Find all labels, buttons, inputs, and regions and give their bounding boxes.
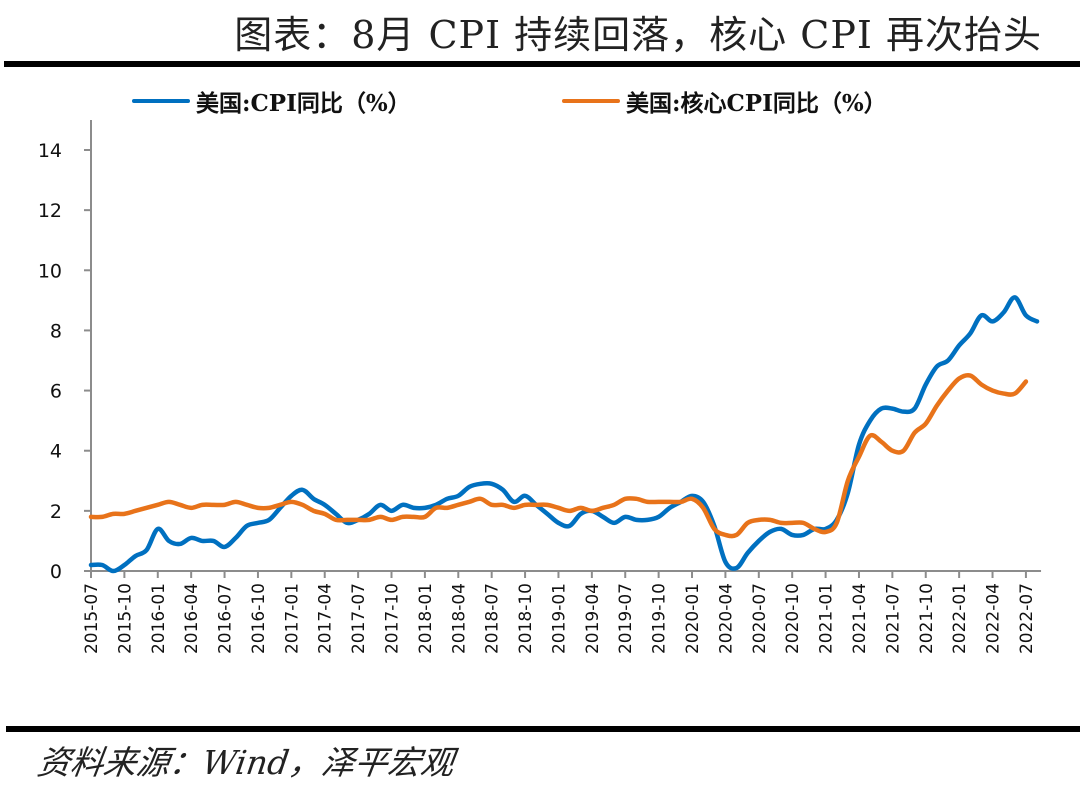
x-tick-label: 2018-10 xyxy=(516,583,536,654)
x-tick-label: 2017-07 xyxy=(349,583,369,654)
x-tick-label: 2020-04 xyxy=(716,583,736,654)
x-tick-label: 2015-07 xyxy=(82,583,102,654)
x-tick-label: 2019-01 xyxy=(549,583,569,654)
y-tick-label: 2 xyxy=(50,501,62,523)
x-tick-label: 2019-04 xyxy=(583,583,603,654)
chart-legend: 美国:CPI同比（%） 美国:核心CPI同比（%） xyxy=(0,84,1080,120)
legend-item-core-cpi: 美国:核心CPI同比（%） xyxy=(562,84,887,118)
x-tick-label: 2021-10 xyxy=(917,583,937,654)
top-divider xyxy=(4,61,1080,67)
x-tick-label: 2016-04 xyxy=(182,583,202,654)
x-axis-ticks: 2015-07 2015-10 2016-01 2016-04 2016-07 2016-… xyxy=(82,571,1037,654)
x-tick-label: 2016-07 xyxy=(216,583,236,654)
x-tick-label: 2018-01 xyxy=(416,583,436,654)
chart-series xyxy=(88,295,1040,574)
x-tick-label: 2021-07 xyxy=(883,583,903,654)
cpi-yoy-line xyxy=(88,295,1040,574)
x-tick-label: 2020-07 xyxy=(750,583,770,654)
x-tick-label: 2021-01 xyxy=(817,583,837,654)
y-tick-label: 14 xyxy=(38,140,62,162)
source-note: 资料来源：Wind，泽平宏观 xyxy=(34,743,457,782)
chart-axes xyxy=(90,120,1042,572)
y-tick-label: 6 xyxy=(50,381,62,403)
x-tick-label: 2016-01 xyxy=(149,583,169,654)
legend-swatch-cpi xyxy=(132,99,190,103)
y-tick-label: 10 xyxy=(38,260,62,282)
y-tick-label: 12 xyxy=(38,200,62,222)
bottom-divider xyxy=(6,726,1080,732)
x-tick-label: 2017-04 xyxy=(316,583,336,654)
x-tick-label: 2022-04 xyxy=(984,583,1004,654)
x-tick-label: 2017-01 xyxy=(282,583,302,654)
x-tick-label: 2020-10 xyxy=(783,583,803,654)
x-tick-label: 2022-01 xyxy=(950,583,970,654)
y-tick-label: 8 xyxy=(50,320,62,342)
legend-swatch-core-cpi xyxy=(562,99,620,103)
x-tick-label: 2019-07 xyxy=(616,583,636,654)
x-tick-label: 2016-10 xyxy=(249,583,269,654)
chart-title: 图表：8月 CPI 持续回落，核心 CPI 再次抬头 xyxy=(234,13,1042,57)
core-cpi-yoy-line xyxy=(88,372,1029,539)
x-tick-label: 2020-01 xyxy=(683,583,703,654)
x-tick-label: 2017-10 xyxy=(383,583,403,654)
x-tick-label: 2015-10 xyxy=(115,583,135,654)
y-tick-label: 4 xyxy=(50,441,62,463)
legend-item-cpi: 美国:CPI同比（%） xyxy=(132,84,411,118)
y-tick-label: 0 xyxy=(50,561,62,583)
legend-label-core-cpi: 美国:核心CPI同比（%） xyxy=(626,90,887,117)
x-tick-label: 2018-07 xyxy=(483,583,503,654)
legend-label-cpi: 美国:CPI同比（%） xyxy=(196,90,411,117)
x-tick-label: 2021-04 xyxy=(850,583,870,654)
x-tick-label: 2018-04 xyxy=(449,583,469,654)
x-tick-label: 2019-10 xyxy=(650,583,670,654)
x-tick-label: 2022-07 xyxy=(1017,583,1037,654)
y-axis-ticks: 0 2 4 6 8 10 12 14 xyxy=(38,140,91,583)
